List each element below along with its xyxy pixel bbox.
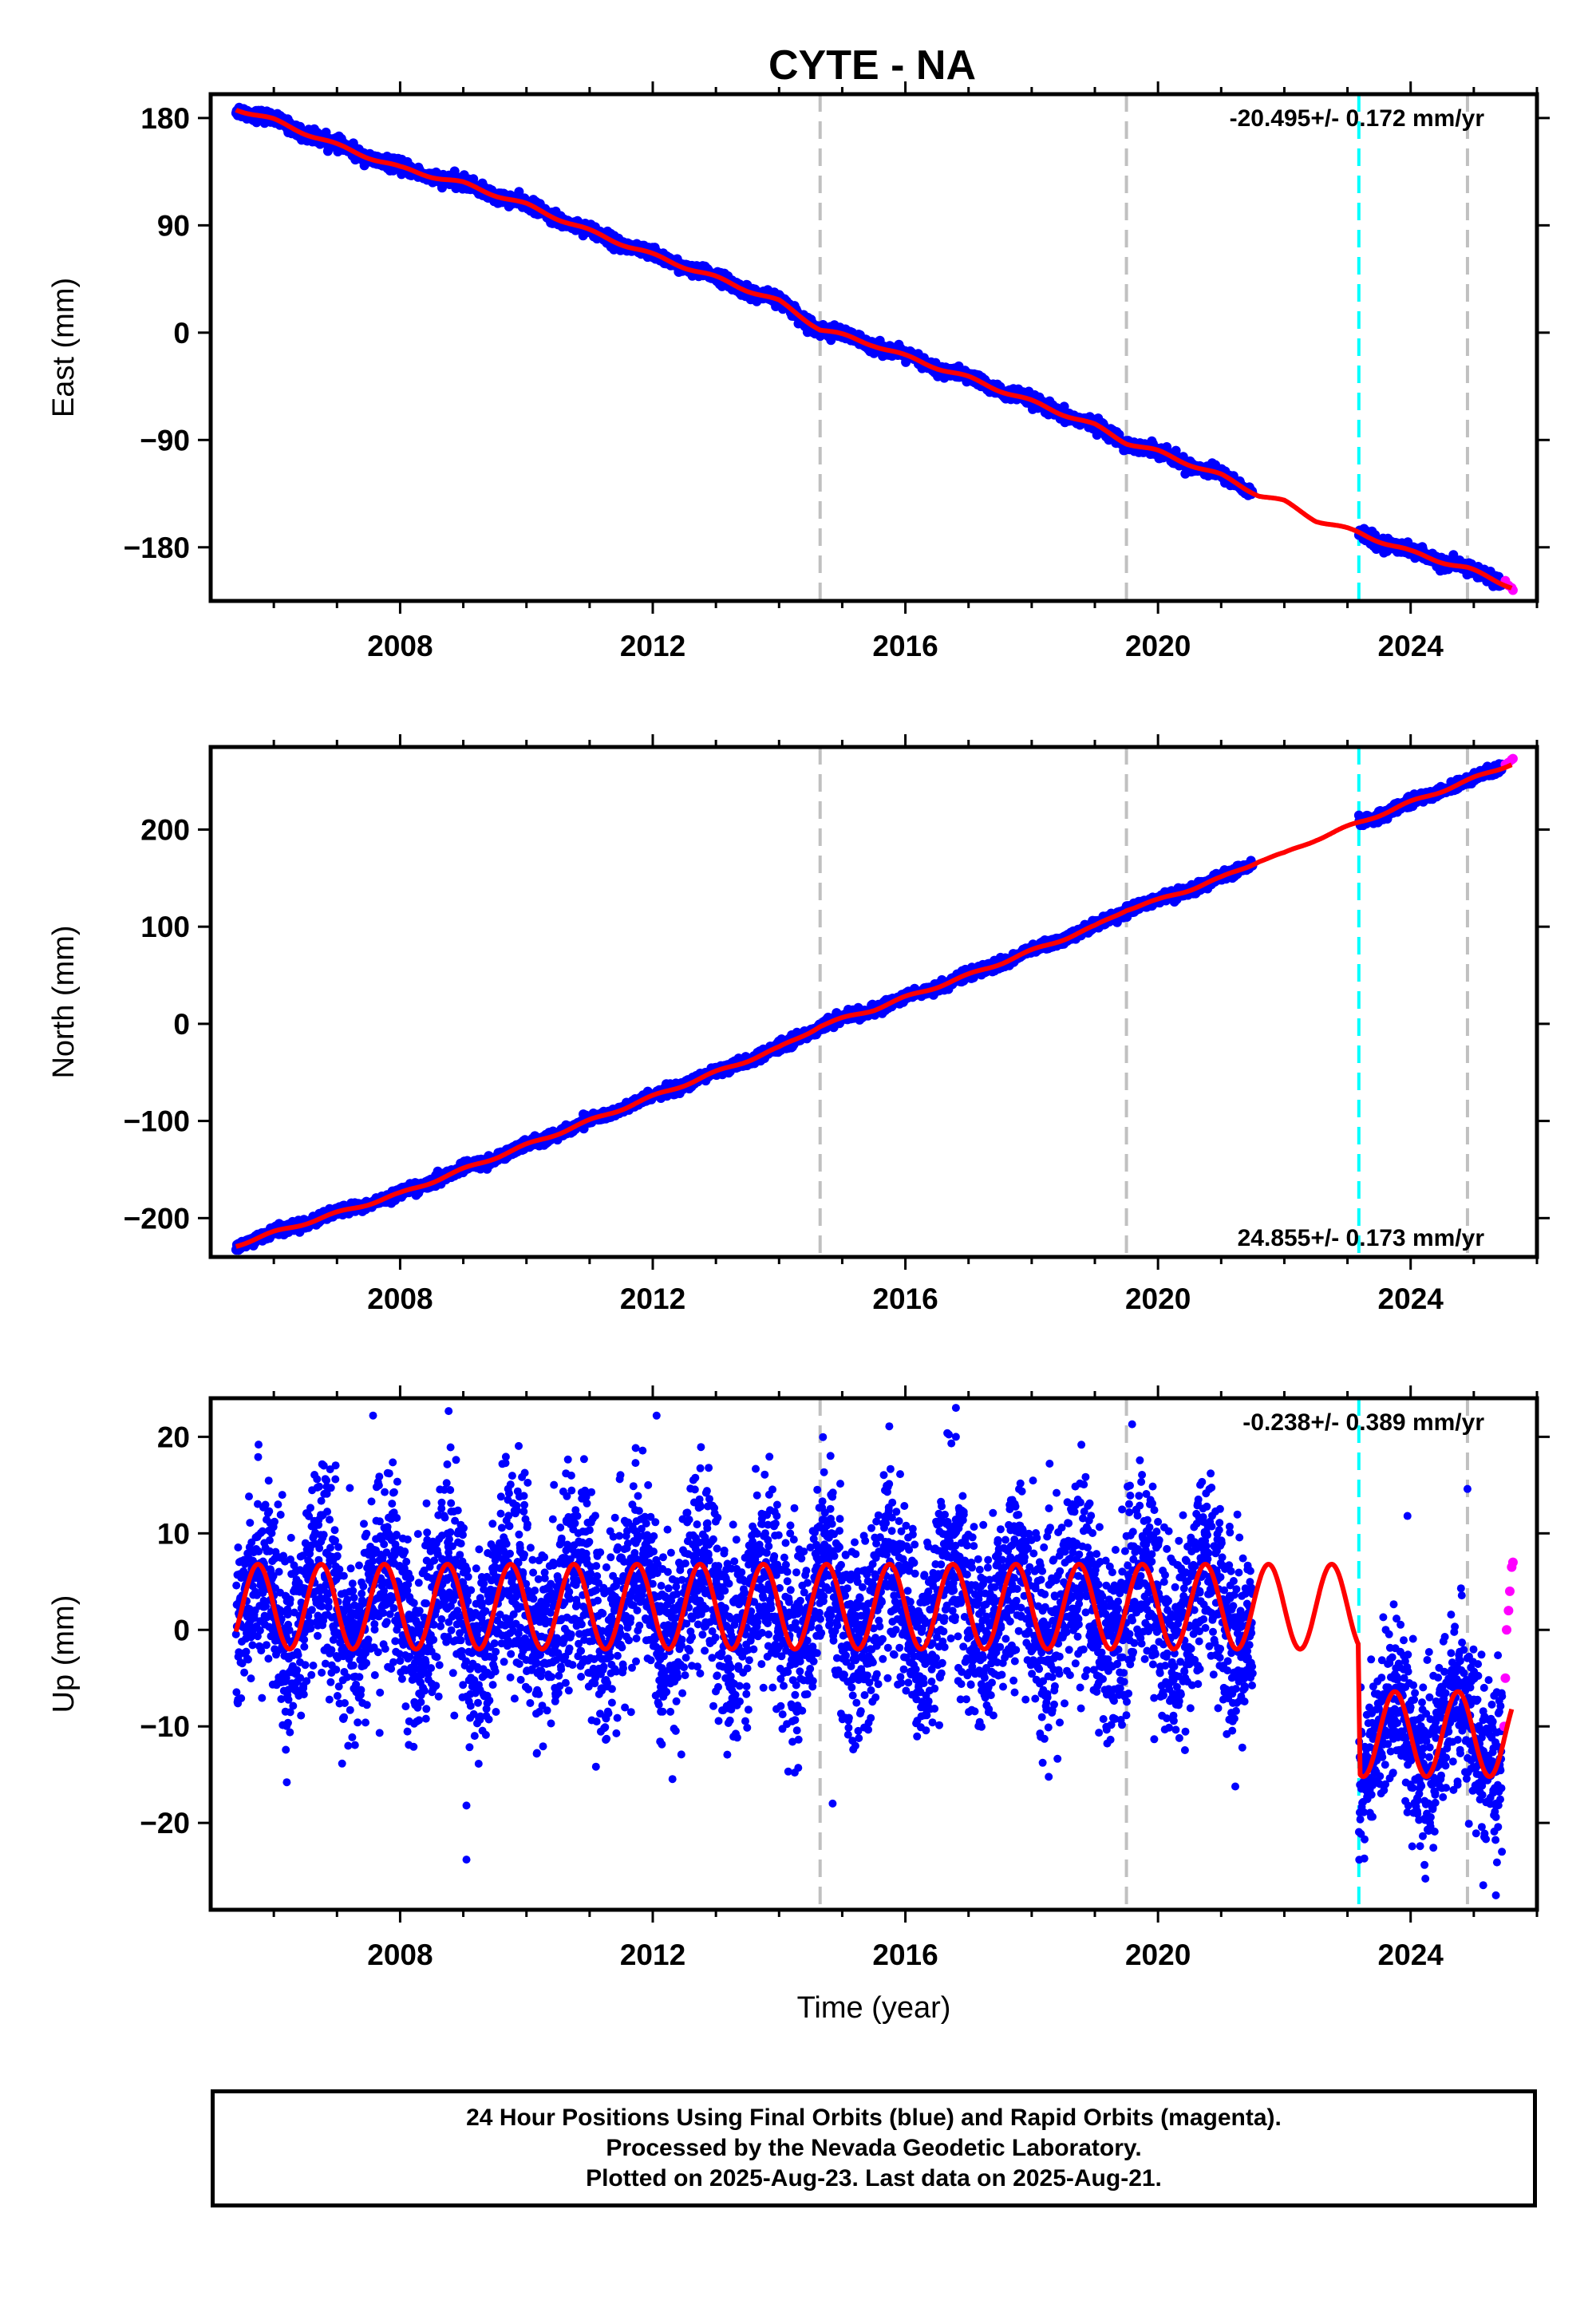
panel-east: 180 90 0 −90 −180 2008 2012 2016 2020 2024 East (m… (47, 81, 1550, 662)
y-tick-label: 180 (140, 102, 190, 135)
x-tick-label: 2008 (367, 630, 433, 662)
x-tick-label: 2012 (620, 630, 685, 662)
rate-label-east: -20.495+/- 0.172 mm/yr (1230, 105, 1485, 132)
y-tick-label: 90 (157, 209, 190, 242)
x-tick-label: 2016 (872, 630, 938, 662)
y-tick-label: −180 (124, 532, 190, 564)
y-tick-label: −90 (140, 424, 190, 456)
x-tick-label: 2024 (1378, 630, 1444, 662)
panels: 180 90 0 −90 −180 2008 2012 2016 2020 2024 East (m… (47, 81, 1550, 2025)
x-tick-label: 2020 (1125, 630, 1191, 662)
data-points-north (231, 753, 1518, 1255)
chart-title: CYTE - NA (768, 42, 976, 89)
plot-area-east (231, 94, 1518, 601)
y-axis-label-east: East (mm) (47, 278, 81, 417)
data-point (514, 187, 524, 197)
plot-area-north (231, 747, 1518, 1257)
y-tick-label: 0 (173, 317, 190, 350)
